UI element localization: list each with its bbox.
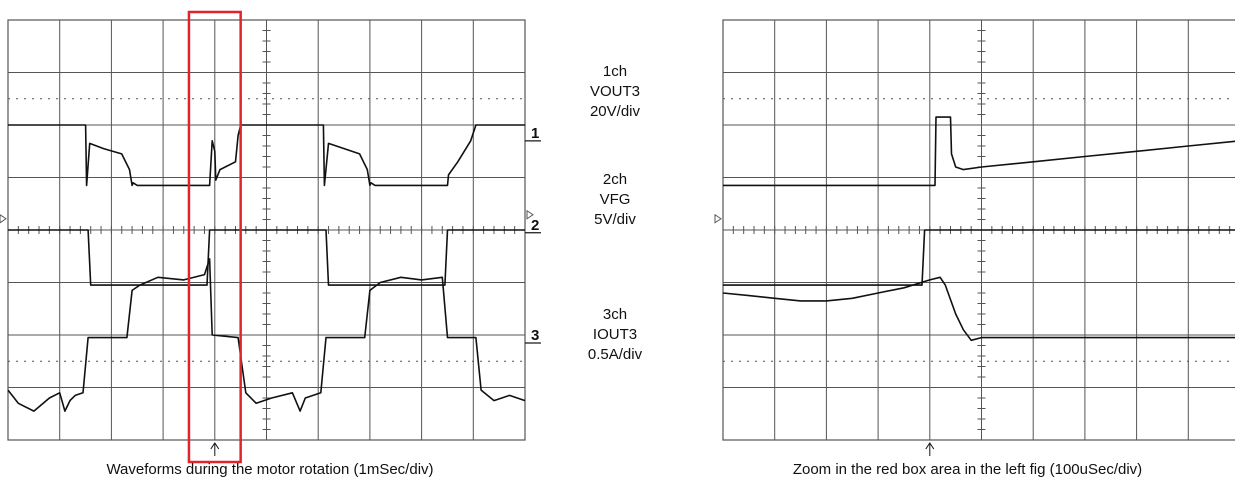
ch1-signal: VOUT3 <box>589 83 640 100</box>
left-triangle-icon <box>714 213 722 224</box>
ch2-signal: VFG <box>599 191 631 208</box>
ch2-scale: 5V/div <box>594 211 636 228</box>
trace-ch2 <box>723 229 1235 286</box>
trace-ch1 <box>723 116 1235 187</box>
caption-left: Waveforms during the motor rotation (1mS… <box>106 461 434 478</box>
scope-left-plot: 1 2 3 <box>0 10 541 464</box>
ch1-name: 1ch <box>602 63 628 80</box>
highlight-box <box>187 10 242 464</box>
ch2-label: 2ch VFG 5V/div <box>560 170 670 230</box>
ch3-name: 3ch <box>602 306 628 323</box>
ch1-label: 1ch VOUT3 20V/div <box>560 62 670 122</box>
trace-ch1 <box>8 124 525 187</box>
right-triangle-icon <box>526 209 534 220</box>
channel-marker-ch3: 3 <box>531 327 539 344</box>
scope-left: 1 2 3 Waveforms during the motor rotation … <box>0 0 541 489</box>
left-triangle-icon <box>0 214 7 224</box>
trace-ch3 <box>7 258 526 412</box>
trace-ch2 <box>8 229 525 286</box>
scope-right: 123 Zoom in the red box area in the left… <box>700 0 1235 489</box>
up-arrow-head <box>210 442 220 450</box>
scope-right-plot: 123 <box>714 19 1235 456</box>
ch2-name: 2ch <box>602 171 628 188</box>
trace-ch3 <box>722 276 1235 342</box>
ch3-label: 3ch IOUT3 0.5A/div <box>560 305 670 365</box>
ch3-signal: IOUT3 <box>592 326 638 343</box>
channel-marker-ch2: 2 <box>531 217 539 234</box>
channel-marker-ch1: 1 <box>531 125 539 142</box>
up-arrow-head <box>925 442 935 450</box>
ch3-scale: 0.5A/div <box>587 346 643 363</box>
caption-right: Zoom in the red box area in the left fig… <box>792 461 1143 478</box>
ch1-scale: 20V/div <box>589 103 641 120</box>
